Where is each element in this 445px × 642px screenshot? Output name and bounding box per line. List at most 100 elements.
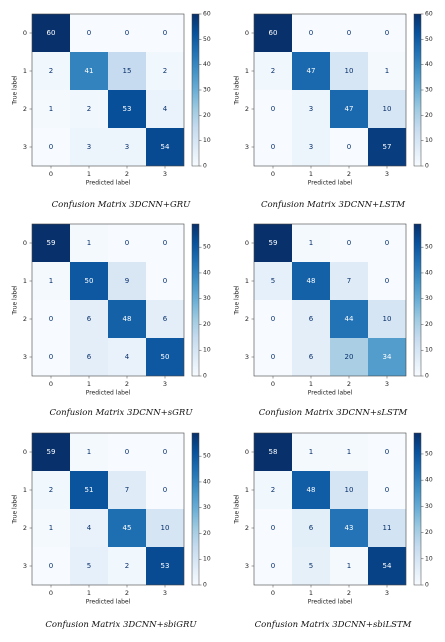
cell-value-label: 0 bbox=[49, 353, 53, 361]
x-axis-label: Predicted label bbox=[308, 390, 353, 397]
cell-value-label: 45 bbox=[123, 524, 132, 532]
x-tick-label: 3 bbox=[385, 170, 389, 178]
matrix-cell bbox=[146, 300, 184, 338]
x-tick-label: 2 bbox=[347, 170, 351, 178]
cell-value-label: 7 bbox=[347, 277, 351, 285]
cell-value-label: 54 bbox=[161, 143, 170, 151]
matrix-cell bbox=[32, 224, 70, 262]
colorbar-tick-label: 30 bbox=[425, 503, 433, 510]
y-tick-label: 0 bbox=[23, 448, 27, 456]
matrix-cell bbox=[70, 471, 108, 509]
x-axis-label: Predicted label bbox=[86, 180, 131, 187]
cell-value-label: 4 bbox=[125, 353, 130, 361]
cell-value-label: 0 bbox=[271, 143, 275, 151]
colorbar bbox=[191, 223, 200, 377]
matrix-cell bbox=[70, 52, 108, 90]
cell-value-label: 3 bbox=[309, 143, 313, 151]
colorbar-tick-label: 40 bbox=[203, 61, 211, 68]
matrix-cell bbox=[292, 262, 330, 300]
x-tick-label: 0 bbox=[271, 380, 275, 388]
colorbar-tick-label: 60 bbox=[203, 11, 211, 18]
matrix-cell bbox=[32, 471, 70, 509]
matrix-cell bbox=[254, 547, 292, 585]
colorbar-tick-label: 50 bbox=[203, 244, 211, 251]
matrix-cell bbox=[108, 14, 146, 52]
cell-value-label: 2 bbox=[87, 105, 91, 113]
matrix-frame bbox=[31, 13, 185, 167]
matrix-cell bbox=[292, 52, 330, 90]
confusion-matrix-panel-1: 60 0 0 02 47 10 10 3 47 100 3 0 570 1 2 30123Predicted … bbox=[234, 11, 433, 187]
cell-value-label: 59 bbox=[47, 239, 56, 247]
cell-value-label: 0 bbox=[385, 277, 389, 285]
y-axis-label: True label bbox=[234, 75, 241, 105]
cell-value-label: 1 bbox=[385, 67, 389, 75]
confusion-matrix-panel-5: 58 1 1 02 48 10 00 6 43 110 5 1 540 1 2 30123Predicted … bbox=[234, 432, 433, 606]
cell-value-label: 6 bbox=[309, 524, 314, 532]
x-tick-label: 3 bbox=[385, 589, 389, 597]
y-tick-label: 1 bbox=[23, 67, 27, 75]
matrix-cell bbox=[330, 547, 368, 585]
colorbar bbox=[413, 223, 422, 377]
matrix-cell bbox=[368, 262, 406, 300]
matrix-cell bbox=[108, 262, 146, 300]
y-tick-label: 2 bbox=[23, 524, 27, 532]
cell-value-label: 10 bbox=[383, 315, 392, 323]
cell-value-label: 1 bbox=[87, 239, 91, 247]
colorbar bbox=[413, 13, 422, 167]
matrix-cell bbox=[146, 128, 184, 166]
cell-value-label: 1 bbox=[309, 239, 313, 247]
x-tick-label: 1 bbox=[87, 589, 91, 597]
caption-sgru: Confusion Matrix 3DCNN+sGRU bbox=[49, 408, 193, 418]
matrix-cell bbox=[254, 509, 292, 547]
matrix-cell bbox=[330, 52, 368, 90]
colorbar-tick-label: 30 bbox=[203, 504, 211, 511]
y-tick-label: 0 bbox=[23, 239, 27, 247]
colorbar-tick-label: 10 bbox=[203, 347, 211, 354]
x-axis-label: Predicted label bbox=[86, 390, 131, 397]
cell-value-label: 2 bbox=[125, 562, 129, 570]
colorbar-tick-label: 60 bbox=[425, 11, 433, 18]
cell-value-label: 0 bbox=[49, 315, 53, 323]
matrix-cell bbox=[292, 338, 330, 376]
colorbar-tick-label: 30 bbox=[425, 87, 433, 94]
colorbar-tick-label: 10 bbox=[203, 556, 211, 563]
y-axis-label: True label bbox=[234, 285, 241, 315]
matrix-cell bbox=[70, 433, 108, 471]
matrix-cell bbox=[292, 471, 330, 509]
colorbar-tick-label: 10 bbox=[425, 555, 433, 562]
colorbar-tick-label: 40 bbox=[425, 477, 433, 484]
y-tick-label: 3 bbox=[23, 353, 27, 361]
caption-sbigru: Confusion Matrix 3DCNN+sbiGRU bbox=[45, 620, 197, 630]
cell-value-label: 0 bbox=[385, 486, 389, 494]
x-tick-label: 0 bbox=[49, 170, 53, 178]
caption-gru: Confusion Matrix 3DCNN+GRU bbox=[51, 200, 191, 210]
matrix-cell bbox=[70, 262, 108, 300]
caption-sbilstm: Confusion Matrix 3DCNN+sbiLSTM bbox=[254, 620, 412, 630]
x-tick-label: 1 bbox=[309, 589, 313, 597]
matrix-cell bbox=[330, 90, 368, 128]
matrix-cell bbox=[254, 300, 292, 338]
x-tick-label: 2 bbox=[125, 170, 129, 178]
matrix-cell bbox=[254, 433, 292, 471]
y-tick-label: 1 bbox=[245, 67, 249, 75]
cell-value-label: 3 bbox=[87, 143, 91, 151]
colorbar-tick-label: 50 bbox=[425, 36, 433, 43]
matrix-cell bbox=[330, 300, 368, 338]
cell-value-label: 15 bbox=[123, 67, 132, 75]
y-axis-label: True label bbox=[12, 285, 19, 315]
x-tick-label: 0 bbox=[49, 589, 53, 597]
matrix-frame bbox=[253, 432, 407, 586]
colorbar-tick-label: 0 bbox=[425, 373, 429, 380]
y-tick-label: 2 bbox=[245, 315, 249, 323]
x-tick-label: 1 bbox=[87, 380, 91, 388]
cell-value-label: 43 bbox=[345, 524, 354, 532]
colorbar-tick-label: 40 bbox=[203, 478, 211, 485]
cell-value-label: 50 bbox=[161, 353, 170, 361]
colorbar-tick-label: 0 bbox=[203, 582, 207, 589]
matrix-cell bbox=[330, 433, 368, 471]
colorbar-tick-label: 10 bbox=[203, 137, 211, 144]
colorbar-tick-label: 0 bbox=[425, 582, 429, 589]
matrix-cell bbox=[32, 90, 70, 128]
